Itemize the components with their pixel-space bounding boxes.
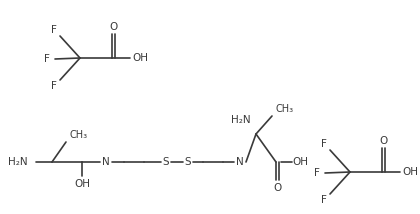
Text: F: F (314, 168, 320, 178)
Text: F: F (321, 139, 327, 149)
Text: O: O (379, 136, 387, 146)
Text: F: F (51, 25, 57, 35)
Text: H₂N: H₂N (8, 157, 28, 167)
Text: CH₃: CH₃ (70, 130, 88, 140)
Text: F: F (321, 195, 327, 205)
Text: O: O (109, 22, 117, 32)
Text: S: S (185, 157, 192, 167)
Text: OH: OH (292, 157, 308, 167)
Text: F: F (44, 54, 50, 64)
Text: N: N (236, 157, 244, 167)
Text: S: S (163, 157, 169, 167)
Text: OH: OH (74, 179, 90, 189)
Text: O: O (273, 183, 281, 193)
Text: N: N (102, 157, 110, 167)
Text: OH: OH (132, 53, 148, 63)
Text: F: F (51, 81, 57, 91)
Text: CH₃: CH₃ (276, 104, 294, 114)
Text: H₂N: H₂N (231, 115, 251, 125)
Text: OH: OH (402, 167, 418, 177)
